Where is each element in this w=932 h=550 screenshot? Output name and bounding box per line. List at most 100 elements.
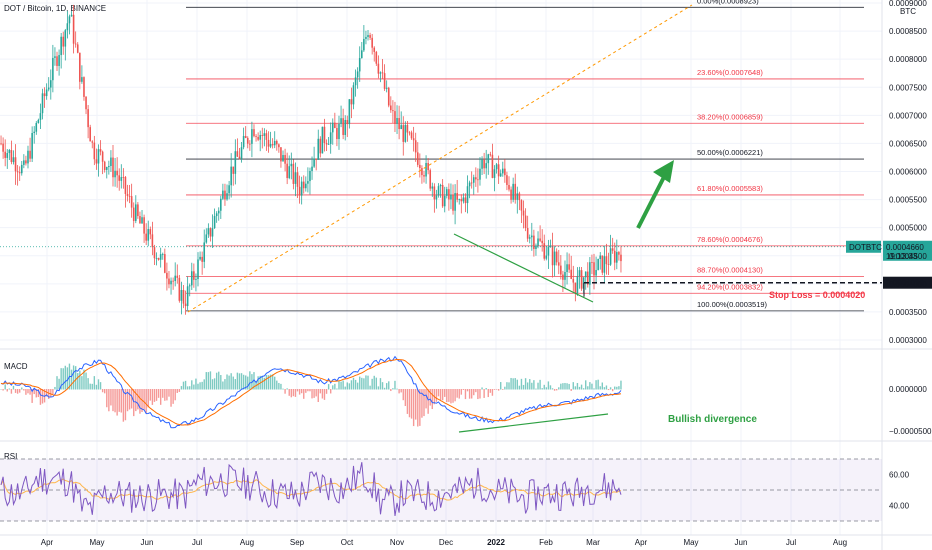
macd-histogram-bar — [303, 389, 305, 399]
current-price-value: 0.0004660 — [886, 243, 924, 252]
candle-body — [130, 196, 133, 208]
candle-body — [539, 238, 541, 241]
candle-body — [263, 133, 266, 136]
macd-histogram-bar — [74, 366, 77, 390]
macd-histogram-bar — [518, 385, 521, 390]
rsi-title: RSI — [4, 452, 18, 461]
candle-body — [18, 172, 21, 174]
candle-body — [425, 163, 427, 177]
candle-body — [367, 35, 369, 37]
macd-histogram-bar — [87, 378, 89, 390]
macd-histogram-bar — [404, 389, 407, 407]
macd-histogram-bar — [58, 378, 60, 390]
candle-body — [336, 128, 338, 140]
candle-body — [236, 151, 239, 157]
macd-histogram-bar — [12, 385, 15, 390]
macd-axis-label: −0.0000500 — [889, 427, 932, 436]
candle-body — [313, 158, 315, 167]
macd-histogram-bar — [236, 372, 239, 390]
macd-histogram-bar — [155, 389, 158, 401]
candle-body — [112, 157, 114, 178]
candle-body — [224, 190, 226, 200]
candle-body — [618, 252, 620, 255]
candle-body — [103, 161, 106, 170]
bullish-divergence-label: Bullish divergence — [668, 414, 757, 425]
candle-body — [344, 120, 347, 135]
macd-histogram-bar — [79, 370, 81, 390]
macd-histogram-bar — [309, 389, 311, 392]
candle-body — [545, 255, 548, 259]
candle-body — [423, 175, 425, 177]
candle-body — [383, 73, 386, 89]
candle-body — [443, 195, 446, 207]
macd-histogram-bar — [423, 389, 425, 417]
macd-histogram-bar — [555, 389, 558, 391]
macd-histogram-bar — [14, 389, 17, 393]
macd-histogram-bar — [458, 389, 460, 399]
candle-body — [311, 166, 313, 172]
macd-histogram-bar — [500, 382, 502, 390]
candle-body — [611, 248, 614, 251]
candle-body — [506, 175, 508, 185]
price-axis-label: 0.0007500 — [889, 83, 927, 92]
macd-histogram-bar — [514, 378, 516, 390]
candle-body — [464, 197, 467, 204]
macd-histogram-bar — [597, 379, 599, 390]
macd-histogram-bar — [149, 389, 152, 401]
macd-histogram-bar — [244, 375, 247, 390]
candle-body — [74, 43, 77, 45]
macd-histogram-bar — [446, 389, 448, 403]
macd-histogram-bar — [508, 382, 510, 390]
macd-histogram-bar — [497, 389, 500, 391]
macd-histogram-bar — [101, 389, 104, 393]
macd-histogram-bar — [166, 389, 168, 401]
macd-histogram-bar — [543, 384, 545, 390]
candle-body — [309, 171, 311, 182]
macd-histogram-bar — [110, 389, 112, 406]
candle-body — [118, 175, 121, 181]
macd-histogram-bar — [182, 381, 185, 390]
candle-body — [307, 181, 309, 184]
candle-body — [501, 168, 504, 174]
macd-histogram-bar — [412, 389, 415, 427]
candle-body — [284, 155, 286, 164]
macd-histogram-bar — [572, 382, 574, 390]
candle-body — [317, 138, 320, 160]
macd-histogram-bar — [491, 389, 494, 396]
macd-histogram-bar — [153, 389, 156, 402]
symbol-title: DOT / Bitcoin, 1D, BINANCE — [4, 4, 107, 13]
candle-body — [300, 181, 303, 196]
axes: 0.0009000 0.0008500 0.0008000 0.0007500 0.00… — [41, 0, 932, 547]
candle-body — [589, 262, 591, 285]
candle-body — [512, 183, 514, 200]
candle-body — [441, 184, 444, 207]
macd-histogram-bar — [191, 380, 193, 390]
candle-body — [83, 77, 85, 97]
macd-histogram-bar — [186, 386, 189, 390]
macd-histogram-bar — [23, 389, 25, 391]
candle-body — [576, 276, 579, 294]
macd-histogram-bar — [205, 372, 207, 390]
macd-histogram-bar — [400, 389, 402, 393]
candle-body — [557, 262, 560, 266]
macd-histogram-bar — [265, 374, 268, 390]
macd-histogram-bar — [379, 378, 382, 390]
candle-body — [371, 37, 373, 48]
candle-body — [66, 23, 69, 31]
candle-body — [562, 274, 564, 280]
candle-body — [120, 177, 123, 181]
macd-histogram-bar — [470, 389, 473, 399]
candle-body — [240, 147, 243, 159]
candle-body — [188, 285, 191, 287]
macd-histogram-bar — [261, 375, 263, 390]
macd-histogram-bar — [582, 388, 585, 390]
candle-body — [479, 168, 481, 180]
candle-body — [108, 166, 110, 168]
candle-body — [350, 99, 353, 105]
candle-body — [504, 168, 506, 176]
macd-histogram-bar — [570, 389, 572, 391]
macd-histogram-bar — [516, 379, 518, 390]
